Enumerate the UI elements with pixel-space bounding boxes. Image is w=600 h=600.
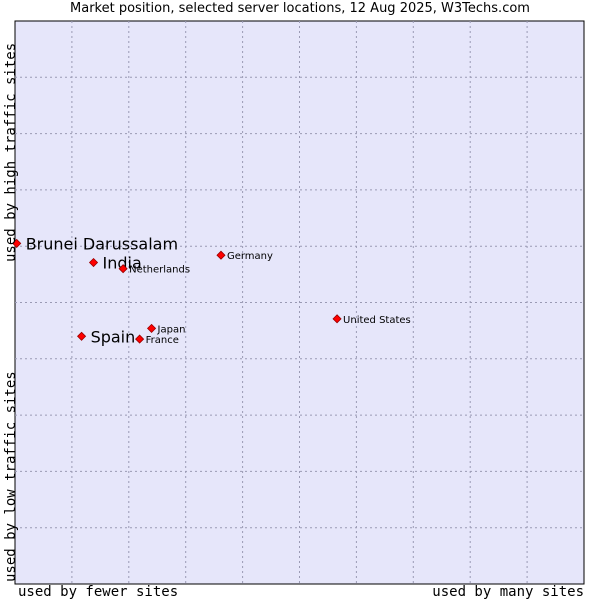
- point-label-india: India: [103, 254, 142, 273]
- point-spain: [77, 331, 87, 341]
- chart-title: Market position, selected server locatio…: [70, 1, 530, 16]
- point-label-spain: Spain: [91, 327, 136, 346]
- point-brunei-darussalam: [12, 238, 22, 248]
- point-japan: [146, 323, 157, 333]
- point-label-brunei-darussalam: Brunei Darussalam: [26, 234, 178, 253]
- point-label-germany: Germany: [227, 251, 273, 262]
- y-axis-label-high: used by high traffic sites: [3, 42, 19, 262]
- point-netherlands: [118, 264, 128, 274]
- point-united-states: [332, 314, 342, 324]
- point-label-united-states: United States: [343, 315, 411, 326]
- point-label-netherlands: Netherlands: [129, 265, 190, 276]
- point-germany: [216, 250, 226, 260]
- point-france: [135, 334, 145, 344]
- point-india: [88, 257, 99, 268]
- point-label-japan: Japan: [157, 324, 186, 335]
- x-axis-label-high: used by many sites: [432, 584, 584, 600]
- y-axis-label-low: used by low traffic sites: [3, 371, 19, 582]
- grid-lines: [15, 21, 584, 584]
- point-label-france: France: [146, 335, 179, 346]
- x-axis-label-low: used by fewer sites: [18, 584, 179, 600]
